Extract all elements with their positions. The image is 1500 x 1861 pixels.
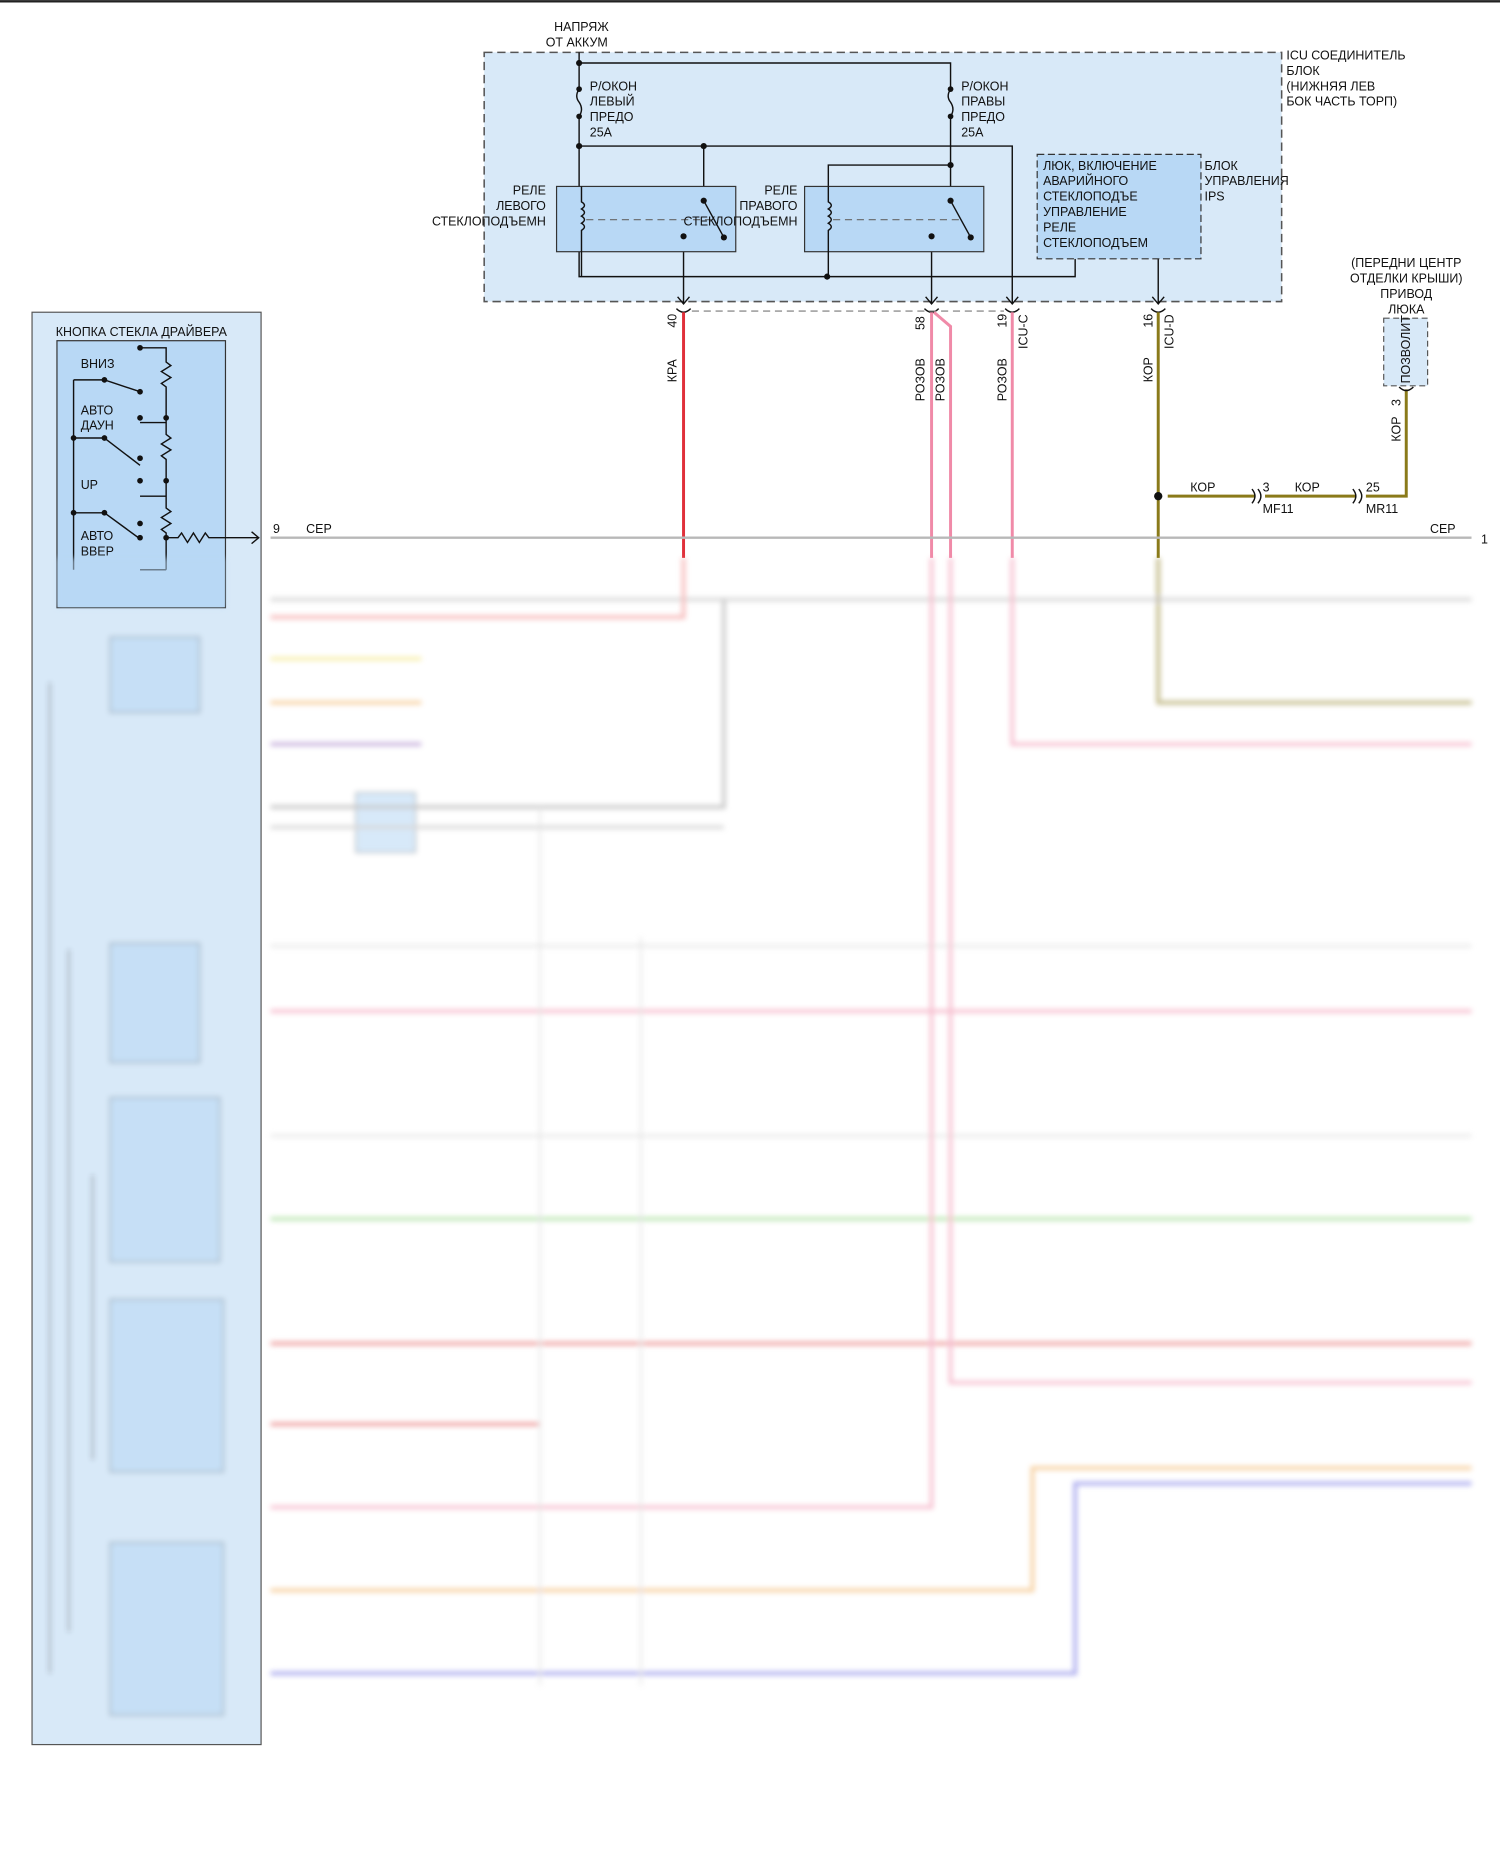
svg-text:АВАРИЙНОГО: АВАРИЙНОГО: [1043, 173, 1128, 188]
svg-text:16: 16: [1141, 314, 1155, 328]
svg-text:ПРАВОГО: ПРАВОГО: [739, 199, 797, 213]
svg-text:КРА: КРА: [665, 359, 679, 383]
svg-text:ICU-C: ICU-C: [1017, 314, 1031, 349]
svg-text:СТЕКЛОПОДЪЕМН: СТЕКЛОПОДЪЕМН: [432, 215, 546, 229]
svg-text:(НИЖНЯЯ ЛЕВ: (НИЖНЯЯ ЛЕВ: [1286, 79, 1375, 93]
svg-text:19: 19: [995, 314, 1009, 328]
driver-switch-positions: ВНИЗ АВТО ДАУН UP АВТО ВВЕР: [81, 357, 115, 559]
svg-text:КОР: КОР: [1295, 480, 1320, 494]
svg-text:ЛЮКА: ЛЮКА: [1388, 302, 1425, 316]
wire-brown-sunroof: [1167, 389, 1408, 498]
battery-label-2: ОТ АККУМ: [546, 35, 608, 49]
svg-text:1: 1: [1481, 533, 1488, 547]
svg-text:Р/ОКОН: Р/ОКОН: [961, 79, 1008, 93]
svg-text:9: 9: [273, 522, 280, 536]
svg-text:АВТО: АВТО: [81, 529, 114, 543]
svg-text:СЕР: СЕР: [1430, 522, 1456, 536]
svg-text:ЛЕВОГО: ЛЕВОГО: [496, 199, 546, 213]
svg-text:25А: 25А: [961, 126, 984, 140]
svg-text:58: 58: [913, 316, 927, 330]
svg-text:ЛЕВЫЙ: ЛЕВЫЙ: [590, 94, 635, 109]
svg-text:РОЗОВ: РОЗОВ: [913, 358, 927, 401]
svg-text:ОТДЕЛКИ КРЫШИ): ОТДЕЛКИ КРЫШИ): [1350, 272, 1463, 286]
svg-text:БЛОК: БЛОК: [1205, 159, 1239, 173]
svg-text:СЕР: СЕР: [306, 522, 332, 536]
ser-line-labels: 9 СЕР СЕР 1: [273, 522, 1488, 547]
svg-text:25А: 25А: [590, 126, 613, 140]
sunroof-box-label: ПОЗВОЛИТ: [1399, 315, 1413, 384]
svg-text:КОР: КОР: [1141, 357, 1155, 382]
sunroof-label: (ПЕРЕДНИ ЦЕНТР ОТДЕЛКИ КРЫШИ) ПРИВОД ЛЮК…: [1350, 256, 1463, 316]
svg-text:ПРАВЫ: ПРАВЫ: [961, 95, 1005, 109]
splice-dot: [1154, 492, 1163, 501]
svg-text:РЕЛЕ: РЕЛЕ: [513, 184, 546, 198]
fuse-right-label: Р/ОКОН ПРАВЫ ПРЕДО 25А: [961, 79, 1008, 139]
inline-connector-icon: [1251, 488, 1363, 504]
svg-text:40: 40: [665, 314, 679, 328]
svg-text:РОЗОВ: РОЗОВ: [995, 358, 1009, 401]
icu-internal-wiring: [576, 52, 1159, 304]
svg-text:РЕЛЕ: РЕЛЕ: [764, 184, 797, 198]
svg-text:ПРЕДО: ПРЕДО: [961, 110, 1005, 124]
svg-text:БЛОК: БЛОК: [1286, 64, 1320, 78]
svg-text:MF11: MF11: [1263, 502, 1294, 516]
svg-text:РЕЛЕ: РЕЛЕ: [1043, 221, 1076, 235]
icu-label: ICU СОЕДИНИТЕЛЬ БЛОК (НИЖНЯЯ ЛЕВ БОК ЧАС…: [1286, 48, 1405, 108]
svg-text:Р/ОКОН: Р/ОКОН: [590, 79, 637, 93]
relay-right: [803, 185, 985, 277]
fuse-left-icon: [574, 86, 584, 120]
svg-text:25: 25: [1366, 480, 1380, 494]
fuse-right-icon: [945, 86, 956, 120]
svg-text:ПРЕДО: ПРЕДО: [590, 110, 634, 124]
sunroof-wire: КОР: [1389, 416, 1403, 441]
sunroof-connector-icon: [1398, 386, 1414, 392]
ips-control-unit: [1036, 153, 1202, 260]
svg-text:ICU СОЕДИНИТЕЛЬ: ICU СОЕДИНИТЕЛЬ: [1286, 48, 1405, 62]
top-border: [0, 0, 1500, 3]
svg-text:УПРАВЛЕНИЕ: УПРАВЛЕНИЕ: [1043, 205, 1127, 219]
kor-run-labels: КОР 3 MF11 КОР 25 MR11: [1190, 480, 1398, 515]
wire-pink-2: [932, 311, 953, 558]
connector-labels: 40 КРА 58 РОЗОВ РОЗОВ 19 ICU-C РОЗОВ 16 …: [665, 314, 1176, 402]
svg-text:СТЕКЛОПОДЪЕМ: СТЕКЛОПОДЪЕМ: [1043, 236, 1148, 250]
svg-text:ICU-D: ICU-D: [1163, 314, 1177, 349]
blurred-lower-diagram: [49, 557, 1472, 1716]
svg-text:ДАУН: ДАУН: [81, 419, 114, 433]
relay-left-label: РЕЛЕ ЛЕВОГО СТЕКЛОПОДЪЕМН: [432, 184, 546, 229]
svg-text:ВВЕР: ВВЕР: [81, 545, 114, 559]
battery-label-1: НАПРЯЖ: [554, 20, 609, 34]
svg-text:АВТО: АВТО: [81, 403, 114, 417]
svg-text:СТЕКЛОПОДЪЕМН: СТЕКЛОПОДЪЕМН: [684, 215, 798, 229]
svg-text:IPS: IPS: [1205, 190, 1225, 204]
svg-text:ВНИЗ: ВНИЗ: [81, 357, 115, 371]
svg-text:РОЗОВ: РОЗОВ: [934, 358, 948, 401]
sunroof-pin: 3: [1389, 399, 1403, 406]
svg-text:ЛЮК, ВКЛЮЧЕНИЕ: ЛЮК, ВКЛЮЧЕНИЕ: [1043, 159, 1157, 173]
driver-switch-title: КНОПКА СТЕКЛА ДРАЙВЕРА: [56, 324, 228, 339]
relay-left: [555, 185, 737, 277]
svg-text:КОР: КОР: [1190, 480, 1215, 494]
svg-text:(ПЕРЕДНИ ЦЕНТР: (ПЕРЕДНИ ЦЕНТР: [1351, 256, 1461, 270]
ips-label: ЛЮК, ВКЛЮЧЕНИЕ АВАРИЙНОГО СТЕКЛОПОДЪЕ УП…: [1043, 159, 1289, 250]
svg-text:3: 3: [1263, 480, 1270, 494]
sunroof-motor-box: [1383, 317, 1429, 387]
svg-text:ПРИВОД: ПРИВОД: [1380, 287, 1433, 301]
switch-resistor-ladder: [70, 344, 260, 571]
relay-right-label: РЕЛЕ ПРАВОГО СТЕКЛОПОДЪЕМН: [684, 184, 798, 229]
svg-text:СТЕКЛОПОДЪЕ: СТЕКЛОПОДЪЕ: [1043, 190, 1138, 204]
svg-text:UP: UP: [81, 478, 98, 492]
svg-text:MR11: MR11: [1366, 502, 1398, 516]
svg-text:УПРАВЛЕНИЯ: УПРАВЛЕНИЯ: [1205, 174, 1289, 188]
svg-text:БОК ЧАСТЬ ТОРП): БОК ЧАСТЬ ТОРП): [1286, 95, 1397, 109]
